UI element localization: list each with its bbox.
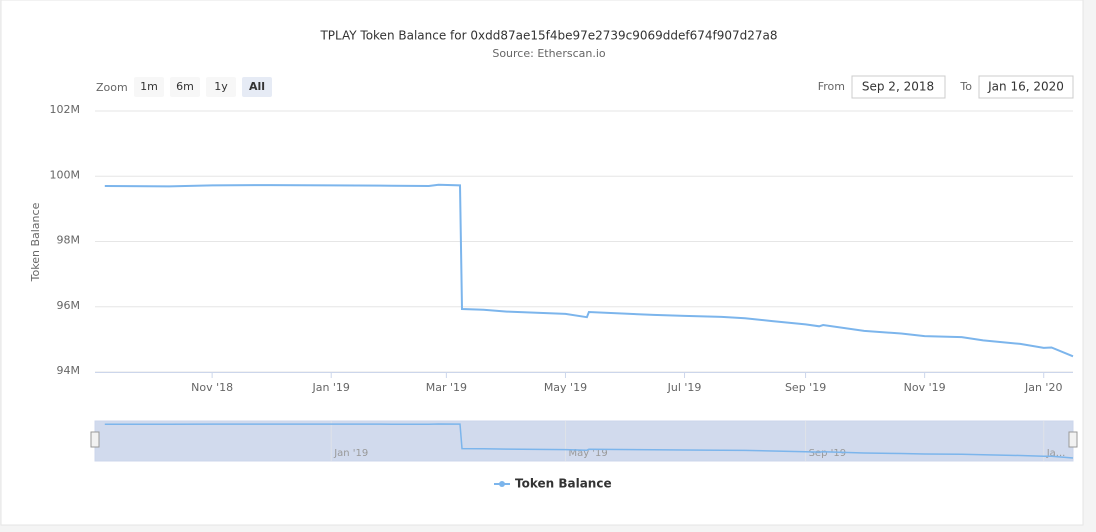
chart-title: TPLAY Token Balance for 0xdd87ae15f4be97… <box>319 29 777 43</box>
x-tick-label: Sep '19 <box>785 381 826 394</box>
navigator-label: Sep '19 <box>809 448 847 459</box>
x-tick-label: Nov '19 <box>904 381 946 394</box>
range-button[interactable] <box>242 77 272 97</box>
x-tick-label: Jan '20 <box>1024 381 1062 394</box>
to-date[interactable]: Jan 16, 2020 <box>987 80 1064 94</box>
navigator-label: Ja... <box>1046 448 1066 459</box>
data-line <box>104 183 1074 358</box>
navigator-label: May '19 <box>568 448 607 459</box>
range-button[interactable] <box>134 77 164 97</box>
from-date[interactable]: Sep 2, 2018 <box>862 80 934 94</box>
x-tick-label: Jul '19 <box>667 381 702 394</box>
range-button-label[interactable]: All <box>249 80 265 93</box>
chart-subtitle: Source: Etherscan.io <box>492 47 606 60</box>
navigator-handle[interactable] <box>1068 431 1078 448</box>
legend-marker <box>499 481 505 487</box>
y-tick-label: 100M <box>50 168 81 181</box>
range-button[interactable] <box>206 77 236 97</box>
navigator-label: Jan '19 <box>333 448 368 459</box>
y-axis-label: Token Balance <box>29 202 42 282</box>
y-tick-label: 94M <box>57 364 81 377</box>
x-tick-label: Nov '18 <box>191 381 233 394</box>
from-label: From <box>818 80 845 93</box>
legend-label[interactable]: Token Balance <box>515 477 612 491</box>
y-tick-label: 102M <box>50 103 81 116</box>
range-button-label[interactable]: 1y <box>214 80 228 93</box>
y-tick-label: 96M <box>57 299 81 312</box>
to-label: To <box>959 80 972 93</box>
range-button[interactable] <box>170 77 200 97</box>
range-button-label[interactable]: 6m <box>176 80 194 93</box>
x-tick-label: May '19 <box>544 381 587 394</box>
navigator-handle[interactable] <box>90 431 100 448</box>
x-tick-label: Jan '19 <box>311 381 349 394</box>
range-button-label[interactable]: 1m <box>140 80 158 93</box>
x-tick-label: Mar '19 <box>426 381 467 394</box>
zoom-label: Zoom <box>96 81 128 94</box>
navigator-line <box>104 423 1074 459</box>
from-input[interactable] <box>851 75 946 99</box>
to-input[interactable] <box>978 75 1074 99</box>
y-tick-label: 98M <box>57 234 81 247</box>
